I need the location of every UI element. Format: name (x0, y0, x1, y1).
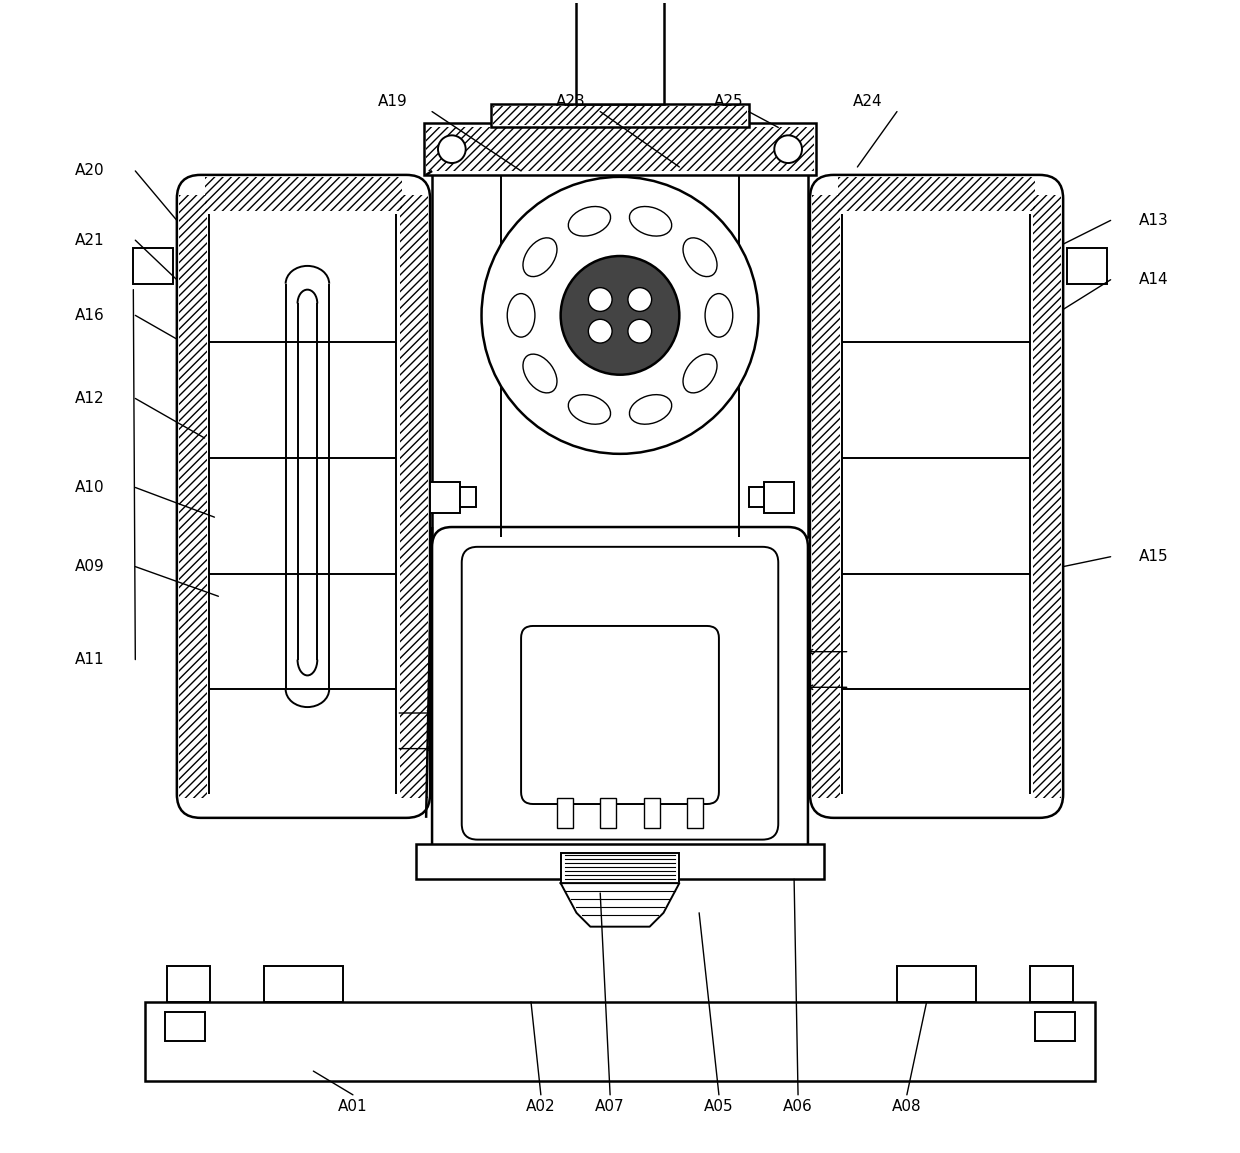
Bar (812, 195, 839, 798)
FancyBboxPatch shape (461, 547, 779, 839)
Circle shape (481, 176, 759, 454)
Ellipse shape (523, 354, 557, 393)
Bar (145, 1002, 1095, 1082)
Bar (427, 128, 813, 171)
Text: A11: A11 (74, 653, 104, 668)
Bar (432, 171, 808, 537)
Text: A16: A16 (74, 308, 104, 323)
FancyBboxPatch shape (521, 626, 719, 804)
Text: A01: A01 (339, 1099, 368, 1114)
Text: A05: A05 (704, 1099, 734, 1114)
Text: A10: A10 (74, 480, 104, 495)
Bar (644, 798, 660, 828)
Text: A14: A14 (1140, 272, 1169, 287)
FancyBboxPatch shape (432, 527, 808, 864)
Ellipse shape (568, 206, 610, 236)
Ellipse shape (706, 294, 733, 337)
Text: A02: A02 (526, 1099, 556, 1114)
Ellipse shape (630, 206, 672, 236)
Bar (205, 176, 403, 211)
Bar (557, 798, 573, 828)
Bar (165, 1011, 205, 1041)
Bar (600, 798, 616, 828)
Circle shape (627, 319, 652, 344)
Polygon shape (560, 883, 680, 927)
Bar (1029, 966, 1073, 1002)
Text: A25: A25 (714, 95, 744, 110)
Circle shape (560, 256, 680, 375)
Text: A19: A19 (378, 95, 408, 110)
Bar (1068, 248, 1106, 284)
Bar (264, 966, 343, 1002)
Bar (837, 176, 1035, 211)
FancyBboxPatch shape (177, 175, 430, 817)
Ellipse shape (568, 394, 610, 424)
Bar (491, 104, 749, 128)
Bar (687, 798, 703, 828)
Circle shape (627, 287, 652, 311)
Circle shape (588, 287, 613, 311)
Text: A20: A20 (74, 164, 104, 179)
Ellipse shape (630, 394, 672, 424)
Ellipse shape (683, 238, 717, 277)
Bar (134, 248, 172, 284)
Text: A07: A07 (595, 1099, 625, 1114)
Bar (179, 195, 207, 798)
Bar (1033, 195, 1061, 798)
Text: A23: A23 (556, 95, 585, 110)
Bar (460, 488, 476, 507)
Bar (430, 482, 460, 513)
FancyBboxPatch shape (810, 175, 1063, 817)
Circle shape (438, 135, 466, 163)
Ellipse shape (683, 354, 717, 393)
Text: A06: A06 (784, 1099, 813, 1114)
Bar (417, 844, 823, 880)
Bar (897, 966, 976, 1002)
Bar (764, 482, 794, 513)
Text: A12: A12 (74, 391, 104, 406)
Text: A08: A08 (892, 1099, 921, 1114)
Text: A24: A24 (852, 95, 882, 110)
Circle shape (588, 319, 613, 344)
Bar (1035, 1011, 1075, 1041)
Bar (494, 106, 746, 126)
Text: A15: A15 (1140, 549, 1169, 564)
Bar (424, 123, 816, 175)
Ellipse shape (507, 294, 534, 337)
Bar (749, 488, 764, 507)
Text: A21: A21 (74, 233, 104, 248)
Ellipse shape (523, 238, 557, 277)
Bar (577, 0, 663, 104)
Circle shape (774, 135, 802, 163)
Text: A13: A13 (1140, 213, 1169, 228)
Bar (401, 195, 428, 798)
Bar (167, 966, 211, 1002)
Bar (560, 853, 680, 883)
Text: A09: A09 (74, 559, 104, 574)
